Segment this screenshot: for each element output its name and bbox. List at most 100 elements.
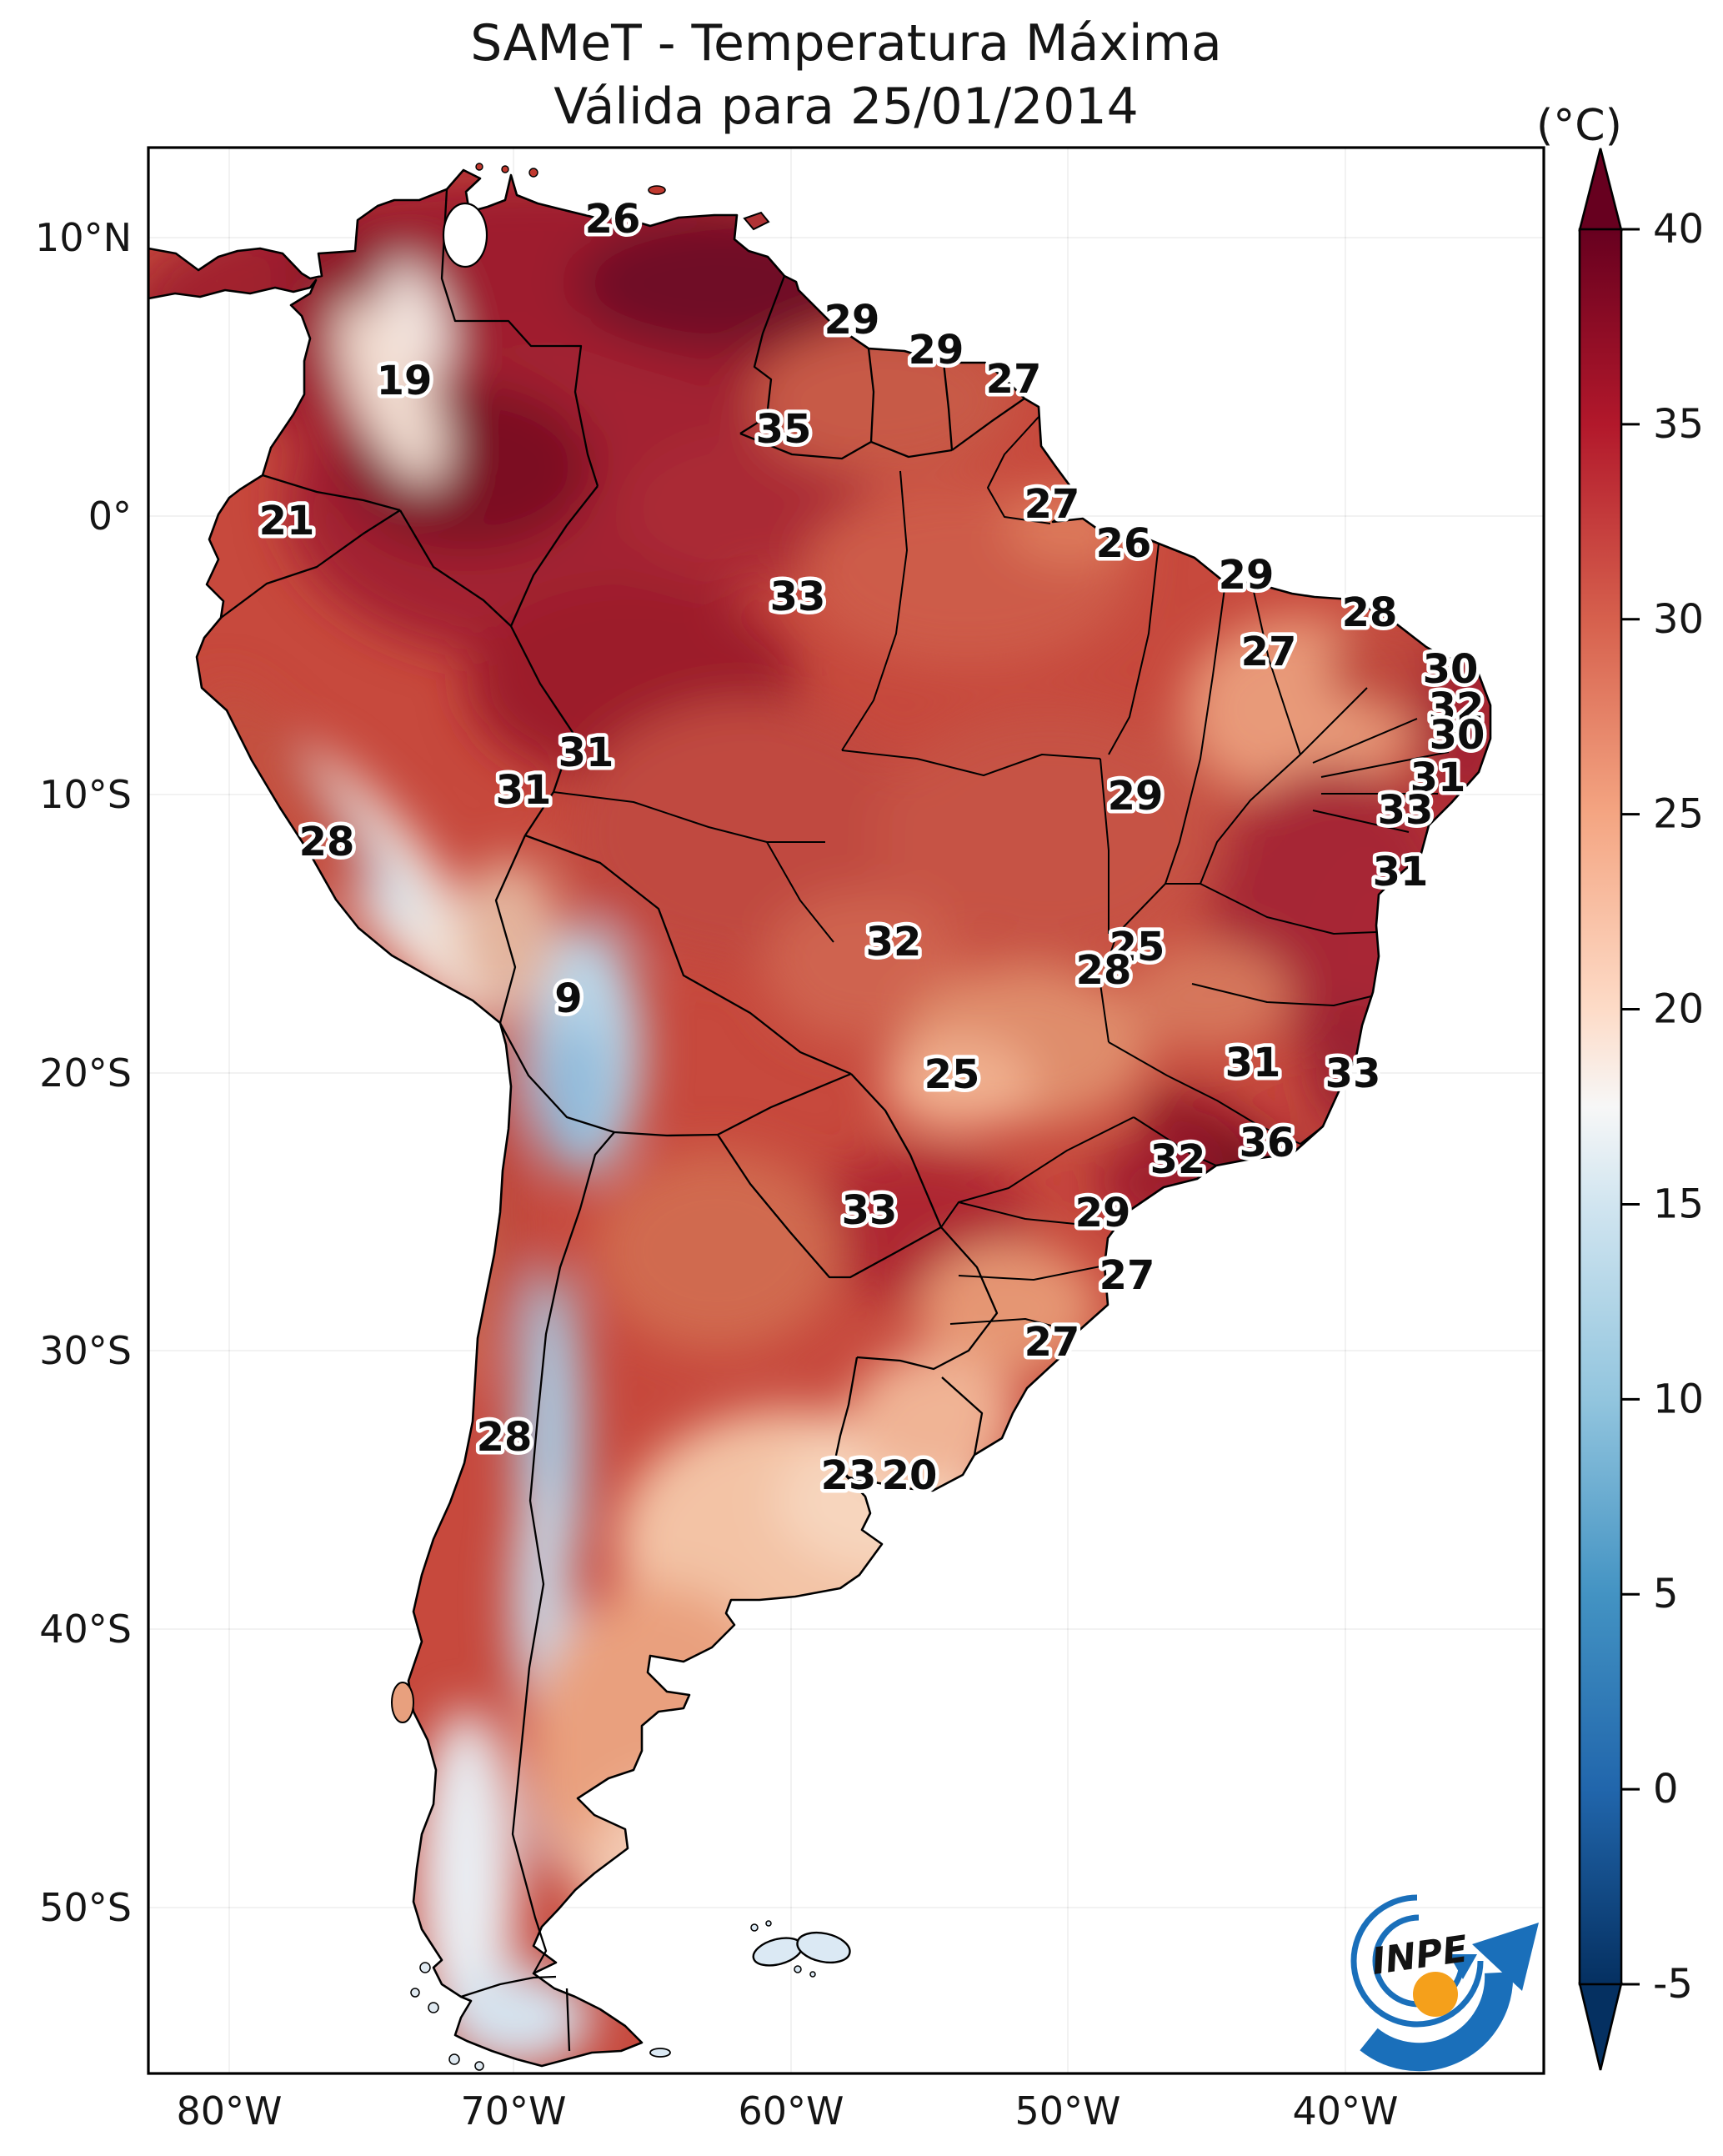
colorbar-unit-label: (°C) <box>1536 101 1622 151</box>
country-borders <box>220 188 1025 2052</box>
station-temperature-label: 27 <box>1241 629 1297 675</box>
colorbar-tick-label: 20 <box>1653 986 1704 1033</box>
colorbar-tick-label: 0 <box>1653 1766 1679 1813</box>
colorbar-tick-label: 10 <box>1653 1376 1704 1422</box>
station-temperature-label: 30 <box>1430 712 1485 759</box>
colorbar-over-arrow <box>1578 148 1623 232</box>
colorbar-tick-label: 30 <box>1653 596 1704 643</box>
station-temperature-label: 27 <box>986 356 1042 403</box>
station-temperature-label: 28 <box>477 1414 533 1461</box>
station-temperature-label: 29 <box>1075 1190 1131 1236</box>
lon-tick-label: 80°W <box>176 2088 282 2133</box>
station-temperature-label: 31 <box>1225 1040 1281 1086</box>
lat-tick-label: 10°N <box>35 215 132 260</box>
colorbar-gradient-bar <box>1578 228 1623 1986</box>
station-temperature-label: 28 <box>1342 589 1398 636</box>
station-temperature-label: 31 <box>558 730 614 776</box>
margarita-island <box>648 185 666 195</box>
station-temperature-label: 25 <box>924 1051 980 1098</box>
station-temperature-label: 31 <box>1410 755 1466 801</box>
title-line-1: SAMeT - Temperatura Máxima <box>470 14 1222 73</box>
station-temperature-label: 25 <box>1109 924 1165 970</box>
colorbar-tick-label: 5 <box>1653 1571 1679 1617</box>
lat-tick-label: 20°S <box>39 1050 132 1096</box>
caribbean-islet <box>528 168 538 178</box>
lat-tick-label: 50°S <box>39 1885 132 1930</box>
colorbar-ticks: 40 35 30 25 20 15 10 5 0 -5 <box>1621 206 1704 2008</box>
coastline <box>147 168 1492 2068</box>
logo-orange-dot <box>1413 1972 1458 2017</box>
station-temperature-label: 33 <box>842 1187 898 1234</box>
latitude-axis-labels: 10°N 0° 10°S 20°S 30°S 40°S 50°S <box>35 215 132 1930</box>
lon-tick-label: 60°W <box>738 2088 844 2133</box>
longitude-axis-labels: 80°W 70°W 60°W 50°W 40°W <box>176 2088 1398 2133</box>
station-temperature-label: 32 <box>1429 684 1485 731</box>
station-temperature-label: 33 <box>1378 787 1434 834</box>
logo-outer-swirl <box>1350 1894 1484 2028</box>
station-temperature-label: 27 <box>1024 1319 1080 1366</box>
station-temperature-label: 29 <box>1219 552 1275 599</box>
station-temperature-label: 31 <box>1373 849 1429 895</box>
state-borders <box>553 416 1450 1333</box>
lat-tick-label: 40°S <box>39 1607 132 1652</box>
logo-big-arrowhead <box>1472 1923 1539 1991</box>
station-temperature-label: 27 <box>1099 1252 1155 1299</box>
caribbean-islet <box>501 165 509 173</box>
temperature-field <box>148 170 1490 2066</box>
station-temperature-label: 9 <box>554 975 582 1022</box>
station-temperature-label: 30 <box>1423 646 1479 693</box>
figure-title: SAMeT - Temperatura Máxima Válida para 2… <box>148 12 1544 138</box>
station-temperature-label: 35 <box>756 406 812 453</box>
colorbar-under-arrow <box>1578 1982 1623 2071</box>
station-temperature-label: 20 <box>882 1452 938 1499</box>
logo-big-arrow <box>1360 1972 1514 2072</box>
station-temperature-label: 33 <box>770 574 826 620</box>
colorbar: 40 35 30 25 20 15 10 5 0 -5 (°C) <box>1536 101 1704 2071</box>
falkland-islands <box>750 1920 851 1978</box>
caribbean-islet <box>475 163 483 171</box>
colorbar-tick-label: 40 <box>1653 206 1704 253</box>
station-temperature-label: 26 <box>1096 520 1152 567</box>
colorbar-tick-label: 25 <box>1653 791 1704 838</box>
station-temperature-label: 28 <box>299 819 355 865</box>
colorbar-tick-label: 15 <box>1653 1181 1704 1227</box>
inpe-logo: INPE <box>1350 1894 1539 2072</box>
lake-maracaibo <box>442 202 488 268</box>
chiloe-island <box>391 1682 414 1723</box>
lat-tick-label: 0° <box>88 494 132 539</box>
lat-tick-label: 30°S <box>39 1328 132 1373</box>
station-temperature-label: 32 <box>866 919 922 965</box>
station-temperature-label: 29 <box>909 327 964 374</box>
patagonian-islet <box>419 1962 431 1973</box>
patagonian-islet <box>410 1988 420 1998</box>
patagonian-islet <box>428 2002 439 2013</box>
lat-tick-label: 10°S <box>39 772 132 817</box>
station-temperature-label: 32 <box>1150 1136 1206 1183</box>
station-temperature-label: 29 <box>824 297 880 343</box>
trinidad-island <box>743 211 770 231</box>
patagonian-islet <box>474 2061 484 2071</box>
station-temperature-label: 21 <box>259 498 315 544</box>
plot-frame <box>147 146 1545 2075</box>
station-temperature-label: 26 <box>585 196 641 243</box>
lon-tick-label: 50°W <box>1014 2088 1120 2133</box>
station-temperature-label: 33 <box>1325 1050 1381 1097</box>
station-temperature-label: 19 <box>377 358 433 404</box>
station-temperature-label: 28 <box>1076 947 1132 994</box>
station-temperature-label: 23 <box>821 1452 877 1499</box>
colorbar-tick-label: -5 <box>1653 1961 1693 2008</box>
lakes-and-islands <box>391 163 851 2071</box>
logo-small-arrowhead <box>1449 1954 1477 1979</box>
lon-tick-label: 40°W <box>1292 2088 1398 2133</box>
station-temperature-label: 36 <box>1240 1120 1295 1166</box>
isla-de-los-estados <box>649 2048 671 2058</box>
station-temperature-label: 31 <box>496 767 552 814</box>
patagonian-islet <box>448 2053 460 2065</box>
colorbar-tick-label: 35 <box>1653 401 1704 448</box>
station-temperature-label: 29 <box>1108 773 1164 820</box>
title-line-2: Válida para 25/01/2014 <box>553 78 1139 136</box>
lon-tick-label: 70°W <box>460 2088 566 2133</box>
